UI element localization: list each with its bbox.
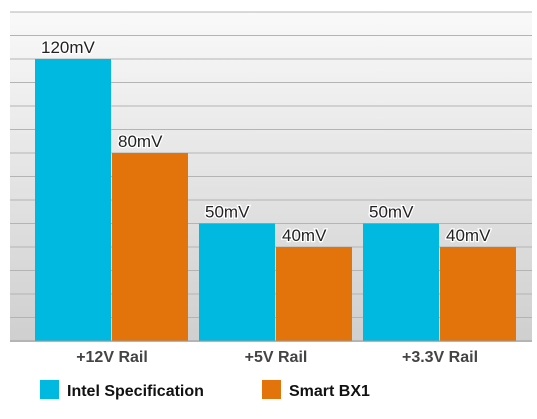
bar-intel-spec-2 [363,223,439,341]
legend-label: Smart BX1 [289,383,370,400]
data-label: 40mV [282,226,327,245]
bar-smart-bx1-1 [276,247,352,341]
data-label: 40mV [446,226,491,245]
bar-intel-spec-1 [199,223,275,341]
bar-smart-bx1-0 [112,153,188,341]
legend: Intel Specification Smart BX1 [40,380,370,400]
legend-swatch [262,380,281,399]
data-label: 80mV [118,132,163,151]
data-labels: 120mV 80mV 50mV 40mV 50mV 40mV [40,37,493,247]
data-label: 50mV [369,203,414,222]
bars [35,59,516,341]
bar-intel-spec-0 [35,59,111,341]
x-tick-labels: +12V Rail +5V Rail +3.3V Rail [75,348,479,367]
data-label: 50mV [205,203,250,222]
data-label: 120mV [41,38,96,57]
legend-label: Intel Specification [67,383,204,400]
x-tick-label: +12V Rail [76,349,148,366]
x-tick-label: +5V Rail [245,349,308,366]
legend-swatch [40,380,59,399]
bar-smart-bx1-2 [440,247,516,341]
x-tick-label: +3.3V Rail [402,349,478,366]
